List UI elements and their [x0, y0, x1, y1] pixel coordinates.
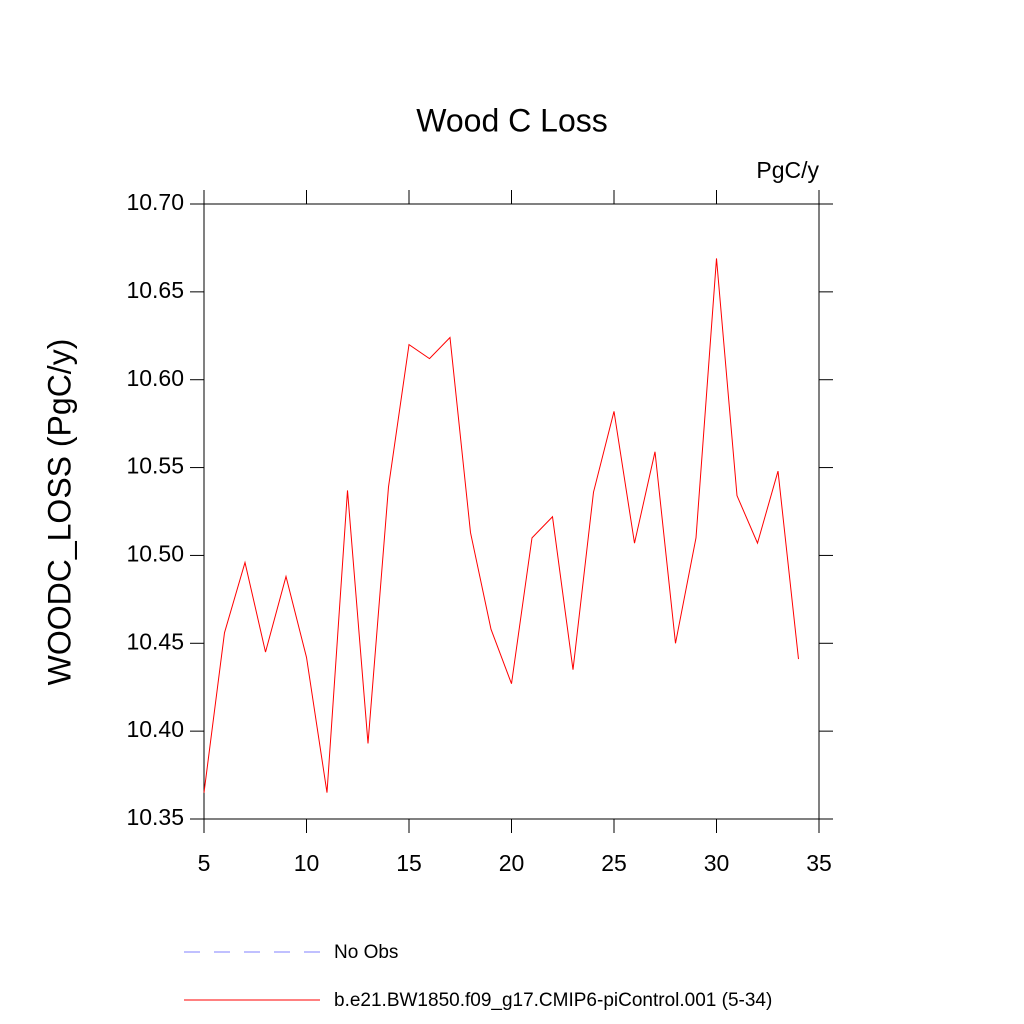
x-tick-label: 30: [704, 850, 730, 876]
y-tick-label: 10.55: [126, 453, 184, 479]
y-tick-label: 10.50: [126, 541, 184, 567]
x-tick-label: 25: [601, 850, 627, 876]
units-label: PgC/y: [756, 157, 819, 183]
x-tick-label: 10: [294, 850, 320, 876]
x-tick-label: 20: [499, 850, 525, 876]
x-tick-label: 35: [806, 850, 832, 876]
y-tick-label: 10.70: [126, 189, 184, 215]
x-tick-label: 15: [396, 850, 422, 876]
y-tick-label: 10.60: [126, 365, 184, 391]
plot-frame: [203, 203, 820, 820]
y-axis-label: WOODC_LOSS (PgC/y): [41, 339, 77, 686]
y-tick-label: 10.45: [126, 628, 184, 654]
legend-label: No Obs: [334, 942, 398, 963]
y-tick-label: 10.65: [126, 277, 184, 303]
legend-label: b.e21.BW1850.f09_g17.CMIP6-piControl.001…: [334, 990, 772, 1011]
y-tick-label: 10.35: [126, 804, 184, 830]
x-tick-label: 5: [198, 850, 211, 876]
chart-title: Wood C Loss: [416, 102, 608, 138]
y-tick-label: 10.40: [126, 716, 184, 742]
series-line: [203, 258, 799, 793]
